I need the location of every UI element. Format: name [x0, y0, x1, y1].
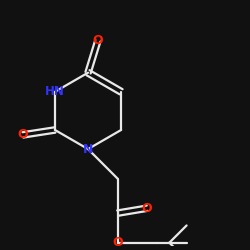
- Text: O: O: [142, 202, 152, 215]
- Text: HN: HN: [45, 85, 65, 98]
- Text: O: O: [92, 34, 103, 47]
- Text: O: O: [112, 236, 123, 249]
- Text: N: N: [83, 142, 93, 156]
- Text: O: O: [18, 128, 28, 141]
